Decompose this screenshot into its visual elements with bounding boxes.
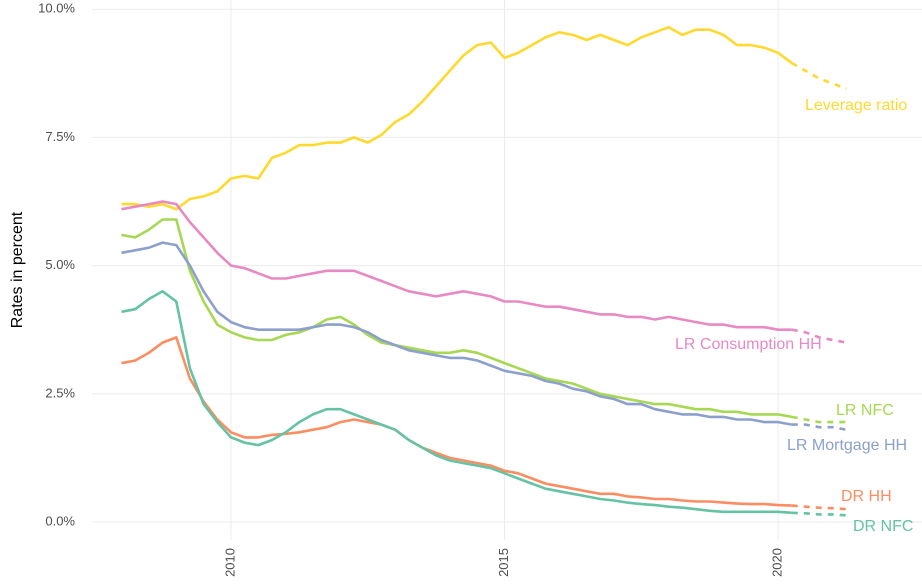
y-axis-title: Rates in percent	[9, 211, 26, 328]
x-tick-label: 2015	[496, 548, 511, 577]
grid: 0.0% 2.5% 5.0% 7.5% 10.0% 2010 2015 2020	[38, 0, 922, 577]
series-label: DR NFC	[853, 518, 913, 535]
line	[121, 290, 792, 515]
series-label: Leverage ratio	[805, 97, 907, 114]
lines	[121, 25, 847, 517]
y-tick-label: 0.0%	[45, 513, 75, 528]
line	[121, 200, 792, 331]
line	[121, 218, 793, 419]
line-projection	[791, 511, 847, 517]
line-projection	[791, 415, 847, 424]
line	[121, 241, 793, 426]
line-projection	[791, 504, 847, 511]
series-label: LR NFC	[836, 402, 894, 419]
series-label: LR Consumption HH	[675, 336, 822, 353]
labels: Leverage ratio LR Consumption HH LR NFC LR …	[675, 97, 913, 535]
x-tick-label: 2020	[770, 548, 785, 577]
y-tick-label: 10.0%	[38, 1, 75, 16]
y-tick-label: 7.5%	[45, 129, 75, 144]
line	[121, 336, 792, 507]
y-tick-label: 2.5%	[45, 385, 75, 400]
y-tick-label: 5.0%	[45, 257, 75, 272]
x-tick-label: 2010	[222, 548, 237, 577]
line-projection	[791, 328, 847, 344]
series-label: LR Mortgage HH	[787, 437, 907, 454]
line-projection	[791, 61, 847, 90]
line-projection	[791, 423, 847, 431]
series-label: DR HH	[841, 488, 892, 505]
line	[121, 25, 793, 211]
